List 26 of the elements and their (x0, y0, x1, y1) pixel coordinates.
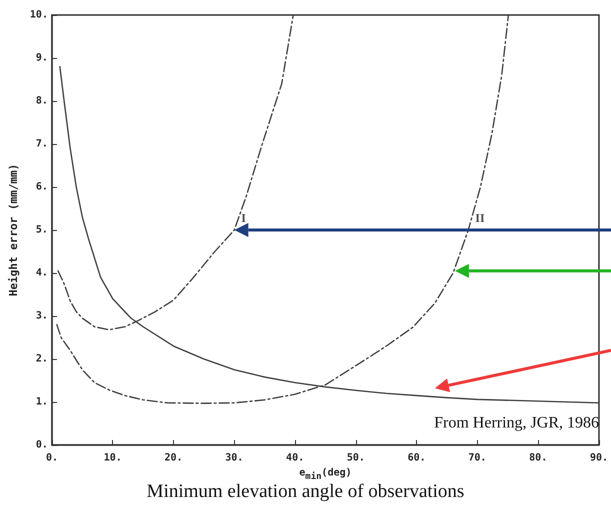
y-tick-label: 1. (36, 396, 48, 408)
x-tick-label: 70. (468, 452, 486, 464)
x-tick-label: 0. (46, 452, 58, 464)
y-tick-label: 4. (36, 268, 48, 278)
y-tick-label: 6. (36, 182, 48, 192)
x-tick-label: 20. (164, 452, 183, 464)
x-tick-label: 50. (346, 452, 365, 464)
y-tick-label: 8. (36, 96, 48, 106)
x-tick-label: 80. (529, 452, 548, 464)
annotation: I (241, 211, 246, 225)
x-tick-label: 40. (286, 452, 304, 464)
y-tick-label: 10. (30, 10, 48, 20)
y-tick-label: 0. (36, 440, 48, 450)
x-tick-label: 60. (408, 452, 426, 464)
x-tick-label: 90. (590, 452, 608, 464)
x-tick-label: 10. (104, 452, 122, 464)
y-tick-label: 7. (36, 138, 48, 150)
y-tick-label: 2. (36, 354, 48, 364)
y-axis-title: Height error (mm/mm) (7, 164, 20, 296)
y-tick-label: 9. (36, 52, 48, 64)
y-tick-label: 3. (36, 310, 48, 322)
x-tick-label: 30. (225, 452, 244, 464)
annotation: II (475, 211, 485, 225)
annotation: From Herring, JGR, 1986 (434, 414, 600, 432)
y-tick-label: 5. (36, 224, 48, 236)
text: Minimum elevation angle of observations (146, 481, 464, 502)
